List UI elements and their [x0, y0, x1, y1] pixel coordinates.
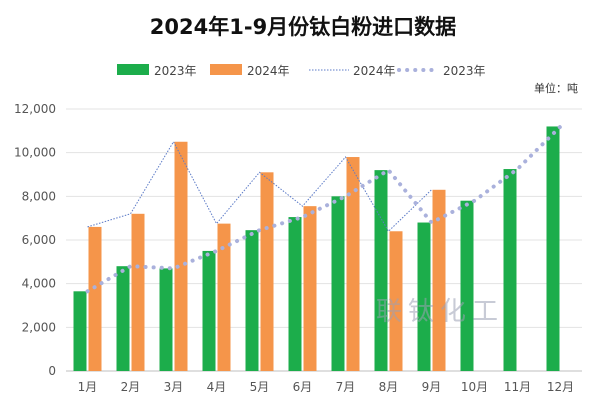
bar-2024年	[260, 172, 274, 371]
bar-2024年	[131, 213, 145, 371]
unit-label: 单位：吨	[534, 81, 578, 95]
x-tick-label: 6月	[293, 380, 313, 394]
bar-2023年	[73, 291, 87, 371]
bar-2023年	[159, 268, 173, 371]
legend-swatch	[210, 64, 242, 75]
x-tick-label: 4月	[207, 380, 227, 394]
watermark: 联钛化工	[376, 297, 504, 327]
bar-2023年	[202, 250, 216, 371]
legend-swatch	[117, 64, 149, 75]
legend-label: 2024年	[353, 64, 396, 78]
series-line-2023年	[85, 124, 563, 294]
bar-2024年	[217, 223, 231, 371]
bar-2023年	[417, 222, 431, 371]
y-tick-label: 12,000	[14, 102, 56, 116]
y-tick-label: 8,000	[22, 189, 56, 203]
bar-2024年	[432, 189, 446, 371]
bar-2023年	[245, 230, 259, 371]
lines	[85, 124, 563, 294]
x-tick-label: 5月	[250, 380, 270, 394]
y-tick-label: 4,000	[22, 277, 56, 291]
legend-label: 2023年	[154, 64, 197, 78]
y-axis-ticks: 0 2,000 4,000 6,000 8,000 10,000 12,000	[14, 102, 56, 378]
x-tick-label: 3月	[164, 380, 184, 394]
bar-2023年	[331, 196, 345, 371]
legend: 2023年 2024年 2024年 2023年	[117, 64, 486, 78]
x-tick-label: 12月	[547, 380, 574, 394]
x-tick-label: 7月	[336, 380, 356, 394]
x-tick-label: 1月	[78, 380, 98, 394]
chart-title: 2024年1-9月份钛白粉进口数据	[150, 15, 456, 39]
x-tick-label: 10月	[461, 380, 488, 394]
bar-2024年	[174, 141, 188, 371]
bar-2024年	[303, 206, 317, 371]
bar-2024年	[346, 157, 360, 371]
bar-2024年	[88, 226, 102, 371]
x-tick-label: 11月	[504, 380, 531, 394]
x-axis-ticks: 1月 2月 3月 4月 5月 6月 7月 8月 9月 10月 11月 12月	[78, 380, 574, 394]
y-tick-label: 6,000	[22, 233, 56, 247]
bar-2023年	[374, 170, 388, 371]
bar-2024年	[389, 231, 403, 371]
bar-2023年	[460, 200, 474, 371]
x-tick-label: 2月	[121, 380, 141, 394]
bars	[73, 126, 560, 371]
bar-2023年	[503, 169, 517, 371]
bar-2023年	[288, 217, 302, 371]
y-tick-label: 10,000	[14, 146, 56, 160]
y-tick-label: 0	[48, 364, 56, 378]
y-tick-label: 2,000	[22, 320, 56, 334]
series-line-2024年	[87, 140, 432, 233]
legend-label: 2023年	[443, 64, 486, 78]
legend-label: 2024年	[247, 64, 290, 78]
gridlines	[66, 108, 582, 372]
bar-2023年	[116, 266, 130, 371]
bar-2023年	[546, 126, 560, 371]
x-tick-label: 8月	[379, 380, 399, 394]
x-tick-label: 9月	[422, 380, 442, 394]
